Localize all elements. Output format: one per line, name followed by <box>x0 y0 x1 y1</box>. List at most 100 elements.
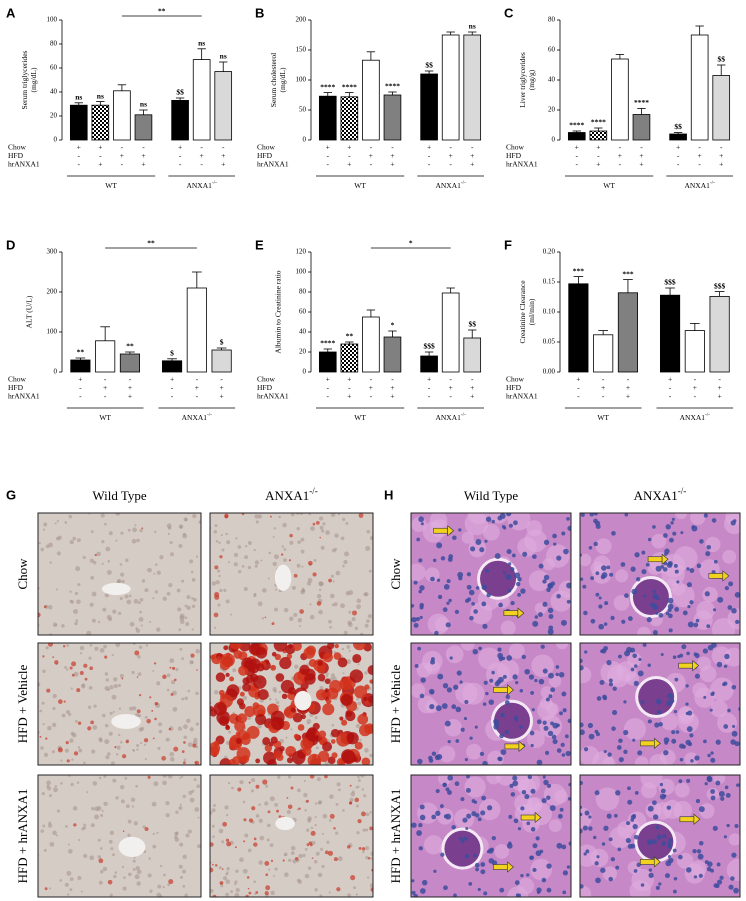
tubule <box>651 533 667 549</box>
cell <box>306 828 310 832</box>
cell <box>45 646 49 650</box>
nucleus <box>429 688 435 695</box>
nucleus <box>459 680 463 684</box>
cell <box>68 775 71 778</box>
cell <box>343 559 348 565</box>
condition-sign: - <box>129 375 132 384</box>
nucleus <box>734 592 740 598</box>
nucleus <box>601 565 607 571</box>
arrow <box>504 743 520 750</box>
significance-label: $ <box>170 349 174 358</box>
y-tick-label: 60 <box>548 46 556 54</box>
condition-name: HFD <box>8 383 24 392</box>
lipid-droplet <box>271 716 285 730</box>
nucleus <box>691 525 698 532</box>
nucleus <box>556 594 561 599</box>
group-label-main: ANXA1 <box>182 413 208 422</box>
vessel <box>275 816 295 831</box>
cell <box>342 672 345 675</box>
cell <box>168 583 173 588</box>
cell <box>353 886 357 890</box>
cell <box>193 737 198 742</box>
nucleus <box>656 709 662 715</box>
nucleus <box>702 648 709 654</box>
cell <box>156 831 159 834</box>
lipid-droplet <box>329 813 335 819</box>
cell <box>175 667 179 671</box>
cell <box>65 709 71 715</box>
nucleus <box>561 691 567 697</box>
cell <box>179 776 182 779</box>
cell <box>365 812 370 817</box>
nucleus <box>513 818 519 824</box>
nucleus <box>600 867 606 873</box>
nucleus <box>596 855 600 859</box>
arrow <box>493 864 508 870</box>
arrow <box>708 573 724 579</box>
micrograph-border <box>209 512 374 636</box>
nucleus <box>502 571 507 575</box>
nucleus <box>728 581 734 587</box>
lipid-droplet <box>216 656 222 661</box>
nucleus <box>437 594 443 600</box>
lipid-droplet <box>63 700 66 703</box>
y-tick-label: 0 <box>552 136 556 144</box>
lipid-droplet <box>212 863 214 866</box>
nucleus <box>722 682 726 687</box>
lipid-droplet <box>83 663 88 668</box>
nucleus <box>646 839 653 845</box>
nucleus <box>668 613 673 619</box>
cell <box>42 528 46 531</box>
condition-name: HFD <box>506 151 522 160</box>
tubule <box>706 787 720 801</box>
lipid-droplet <box>264 616 267 619</box>
nucleus <box>419 693 425 699</box>
condition-sign: + <box>601 383 605 392</box>
nucleus <box>445 622 451 628</box>
cell <box>109 711 113 715</box>
cell <box>289 616 294 621</box>
lipid-droplet <box>354 797 360 803</box>
condition-name: hrANXA1 <box>506 392 538 401</box>
nucleus <box>671 517 675 521</box>
nucleus <box>640 700 645 705</box>
micrograph-border <box>410 512 572 636</box>
nucleus <box>506 655 513 661</box>
cell <box>89 602 94 607</box>
arrow-head <box>693 813 701 825</box>
nucleus <box>580 665 584 671</box>
tubule <box>438 745 456 763</box>
cell <box>105 678 109 682</box>
nucleus <box>627 843 633 849</box>
cell <box>360 775 365 778</box>
nucleus <box>623 749 628 755</box>
y-tick-label: 100 <box>47 328 58 336</box>
cell <box>133 821 138 826</box>
significance-label: $$ <box>176 88 184 97</box>
nucleus <box>526 821 531 826</box>
nucleus <box>696 563 702 569</box>
nucleus <box>630 667 635 672</box>
cell <box>108 839 113 844</box>
lipid-droplet <box>312 522 316 526</box>
cell <box>115 753 119 756</box>
nucleus <box>454 781 460 786</box>
nucleus <box>593 541 598 547</box>
nucleus <box>584 810 590 816</box>
cell <box>108 731 113 736</box>
nucleus <box>480 869 486 875</box>
cell <box>139 610 142 614</box>
lipid-droplet <box>307 753 322 765</box>
cell <box>219 588 223 593</box>
lipid-droplet <box>136 676 139 678</box>
tubule <box>602 757 616 765</box>
nucleus <box>528 674 535 680</box>
condition-sign: - <box>99 151 102 160</box>
nucleus <box>499 887 505 893</box>
cell <box>181 657 184 660</box>
nucleus <box>682 610 688 616</box>
nucleus <box>475 586 480 590</box>
lipid-droplet <box>370 887 373 892</box>
cell <box>104 522 107 526</box>
condition-sign: - <box>370 375 373 384</box>
